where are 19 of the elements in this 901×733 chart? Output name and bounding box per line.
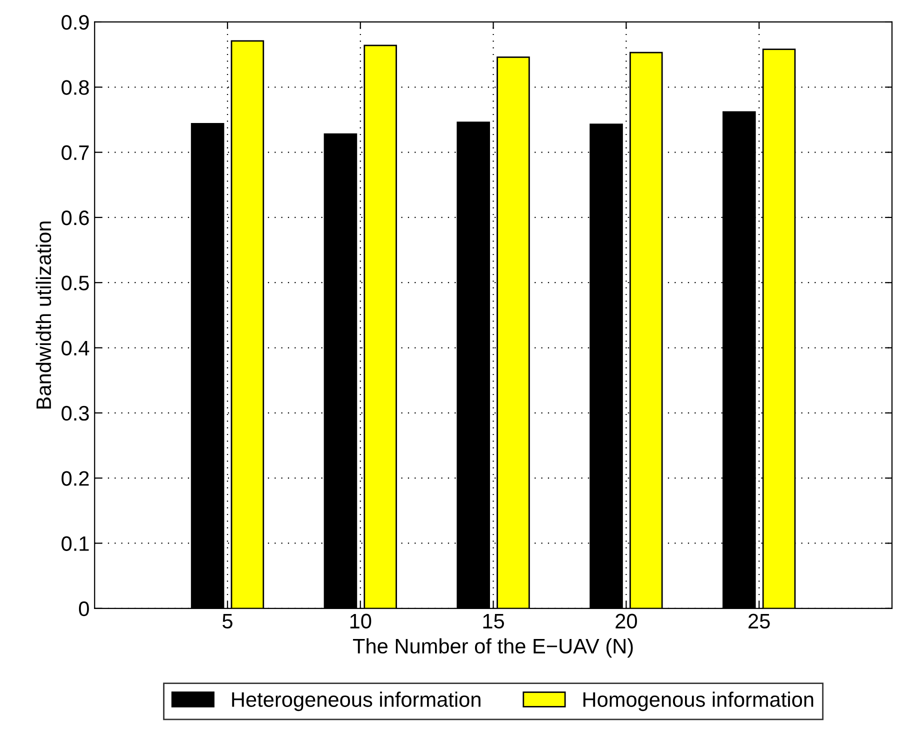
legend-label: Homogenous information (583, 692, 814, 712)
y-tick-label: 0.4 (62, 340, 90, 356)
y-tick-label: 0.5 (62, 276, 89, 290)
x-axis-title: The Number of the E−UAV (N) (352, 638, 633, 658)
y-tick-label: 0.3 (62, 406, 89, 421)
x-tick-label: 5 (222, 614, 232, 629)
y-tick-label: 0.9 (62, 14, 89, 30)
y-tick-label: 0 (78, 601, 89, 616)
y-tick-label: 0.7 (62, 145, 89, 160)
x-tick-label: 20 (616, 614, 637, 629)
y-tick-label: 0.8 (62, 80, 89, 95)
x-tick-label: 15 (483, 614, 504, 629)
x-tick-label: 25 (748, 614, 770, 629)
x-tick-label: 10 (350, 614, 372, 629)
y-axis-title: Bandwidth utilization (36, 222, 52, 408)
y-tick-label: 0.1 (62, 536, 89, 551)
y-tick-label: 0.6 (62, 210, 89, 226)
y-tick-label: 0.2 (62, 471, 89, 486)
legend-label: Heterogeneous information (232, 692, 480, 712)
